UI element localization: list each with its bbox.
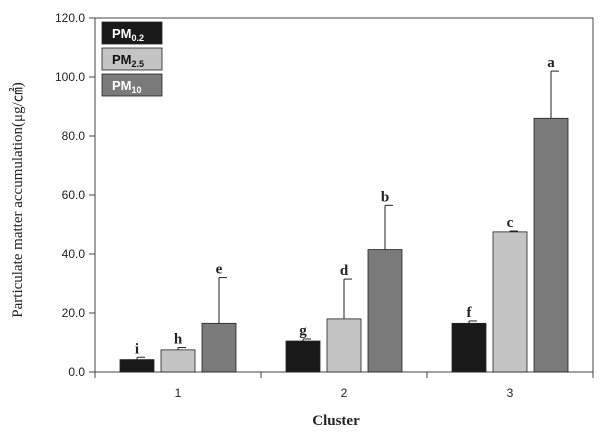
legend-item: PM0.2 <box>101 21 163 45</box>
legend-label: PM10 <box>112 78 142 95</box>
y-axis-title: Particulate matter accumulation(μg/㎠) <box>9 82 26 317</box>
y-tick-label: 40.0 <box>62 247 86 261</box>
legend-swatch <box>101 73 163 97</box>
significance-letter: d <box>340 263 349 279</box>
legend-item: PM10 <box>101 73 163 97</box>
y-tick-label: 60.0 <box>62 188 86 202</box>
y-tick-label: 100.0 <box>55 70 85 84</box>
significance-letter: a <box>547 55 555 71</box>
significance-letter: e <box>216 262 223 278</box>
significance-letter: b <box>381 189 389 205</box>
bar <box>160 349 196 373</box>
x-tick-label: 1 <box>175 386 182 400</box>
y-tick-label: 20.0 <box>62 306 86 320</box>
y-tick-label: 120.0 <box>55 11 85 25</box>
x-axis: 1 2 3 <box>94 372 594 400</box>
x-axis-title: Cluster <box>312 413 360 429</box>
bar <box>326 318 362 373</box>
bar <box>285 340 321 373</box>
legend-label: PM2.5 <box>112 52 144 69</box>
significance-letter: f <box>467 305 473 321</box>
bar <box>201 322 237 373</box>
x-tick-label: 3 <box>507 386 514 400</box>
x-tick-label: 2 <box>341 386 348 400</box>
legend-swatch <box>101 47 163 71</box>
significance-letter: c <box>507 215 514 231</box>
bar <box>367 249 403 373</box>
significance-letter: i <box>135 341 139 357</box>
y-tick-label: 80.0 <box>62 129 86 143</box>
legend-label: PM0.2 <box>112 26 144 43</box>
bar <box>492 231 528 373</box>
bar <box>119 359 155 373</box>
bar <box>451 322 487 373</box>
significance-letter: g <box>299 323 307 339</box>
legend: PM0.2 PM2.5 PM10 <box>101 21 163 97</box>
bar-series-group: i h e g d b f c a <box>119 55 569 373</box>
significance-letter: h <box>174 332 183 348</box>
y-tick-label: 0.0 <box>68 365 85 379</box>
bar <box>533 117 569 373</box>
legend-item: PM2.5 <box>101 47 163 71</box>
y-axis: 0.0 20.0 40.0 60.0 80.0 100.0 120.0 <box>55 11 95 379</box>
legend-swatch <box>101 21 163 45</box>
